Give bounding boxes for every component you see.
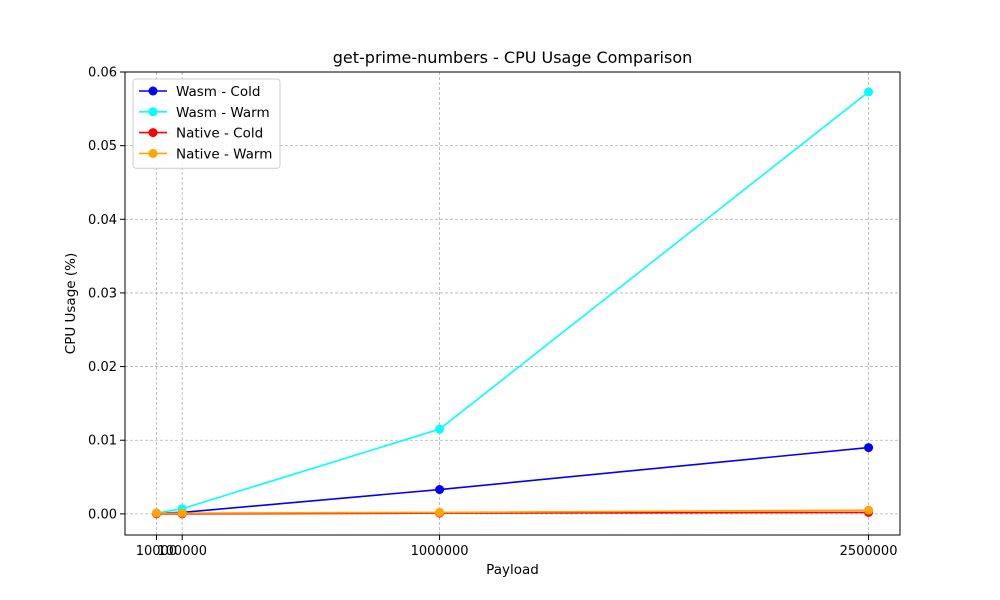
x-tick-label: 100000 [157, 544, 207, 559]
legend: Wasm - Cold Wasm - Warm Native - Cold Nativ… [132, 78, 281, 169]
data-point [435, 485, 445, 495]
legend-label: Native - Cold [176, 126, 263, 142]
series-line [156, 91, 870, 514]
data-point [864, 87, 874, 97]
series-layer [151, 87, 874, 519]
legend-label: Wasm - Cold [176, 84, 260, 100]
y-tick-label: 0.00 [88, 507, 117, 522]
x-axis-label: Payload [486, 562, 539, 578]
data-point [151, 508, 161, 518]
legend-marker [148, 107, 158, 117]
y-tick-label: 0.02 [88, 360, 117, 375]
x-tick-label: 2500000 [840, 544, 898, 559]
legend-item: Native - Cold [139, 126, 263, 142]
data-point [177, 508, 187, 518]
legend-box [132, 78, 281, 169]
data-point [864, 443, 874, 453]
series-line [156, 509, 869, 514]
data-point [435, 424, 445, 434]
series-3 [151, 505, 874, 518]
legend-item: Wasm - Cold [139, 84, 260, 100]
y-tick-label: 0.06 [88, 66, 117, 81]
x-tick-label: 10000 [136, 544, 177, 559]
data-point [435, 507, 445, 517]
chart-title: get-prime-numbers - CPU Usage Comparison [333, 48, 693, 67]
legend-item: Native - Warm [139, 146, 272, 162]
data-point [864, 505, 874, 515]
legend-label: Native - Warm [176, 146, 272, 162]
y-tick-label: 0.01 [88, 434, 117, 449]
y-axis-label: CPU Usage (%) [63, 253, 79, 354]
plot-frame [124, 71, 901, 536]
y-tick-label: 0.03 [88, 286, 117, 301]
legend-item: Wasm - Warm [139, 105, 270, 121]
x-tick-label: 1000000 [411, 544, 469, 559]
legend-marker [148, 128, 158, 138]
legend-marker [148, 86, 158, 96]
y-tick-label: 0.04 [88, 213, 117, 228]
y-tick-label: 0.05 [88, 139, 117, 154]
legend-marker [148, 148, 158, 158]
legend-label: Wasm - Warm [176, 105, 270, 121]
